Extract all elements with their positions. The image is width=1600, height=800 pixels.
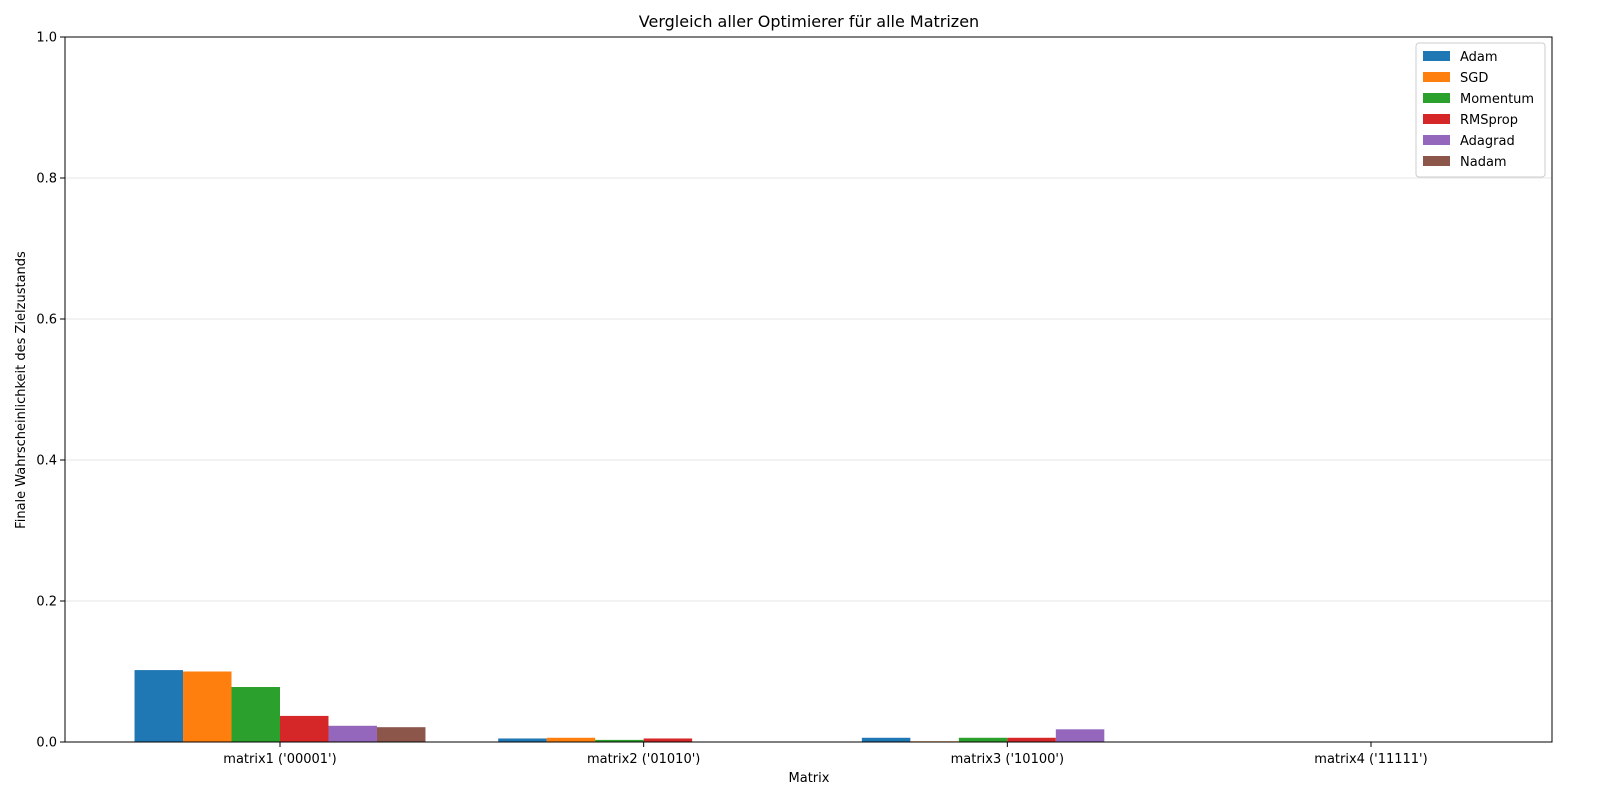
y-axis-label: Finale Wahrscheinlichkeit des Zielzustan… bbox=[14, 251, 29, 529]
bar-adam-3 bbox=[861, 737, 911, 742]
grid-lines bbox=[65, 177, 1552, 602]
bar-sgd-2 bbox=[546, 737, 596, 742]
x-axis-label: Matrix bbox=[789, 771, 830, 786]
y-tick-label: 0.4 bbox=[36, 454, 57, 469]
legend: Adam SGD Momentum RMSprop Adagrad Nadam bbox=[1415, 42, 1546, 178]
bar-sgd-1 bbox=[183, 671, 232, 742]
bar-rmsprop-3 bbox=[1007, 737, 1056, 742]
bar-rmsprop-2 bbox=[643, 738, 693, 742]
legend-swatch-rmsprop bbox=[1423, 114, 1450, 124]
legend-label-rmsprop: RMSprop bbox=[1460, 113, 1518, 128]
y-tick-label: 0.8 bbox=[36, 172, 57, 187]
y-axis-ticks: 0.0 0.2 0.4 0.6 0.8 1.0 bbox=[36, 31, 65, 751]
x-tick-label: matrix3 ('10100') bbox=[951, 752, 1064, 767]
legend-label-nadam: Nadam bbox=[1460, 155, 1507, 170]
y-tick-label: 1.0 bbox=[36, 31, 57, 46]
bar-adagrad-1 bbox=[328, 725, 377, 742]
bar-adam-2 bbox=[498, 738, 547, 742]
x-tick-label: matrix1 ('00001') bbox=[223, 752, 336, 767]
x-axis-ticks: matrix1 ('00001') matrix2 ('01010') matrix… bbox=[223, 742, 1428, 767]
plot-area-frame bbox=[64, 36, 1553, 743]
x-tick-label: matrix4 ('11111') bbox=[1314, 752, 1427, 767]
y-tick-label: 0.6 bbox=[36, 313, 57, 328]
legend-swatch-momentum bbox=[1423, 93, 1450, 103]
legend-swatch-sgd bbox=[1423, 72, 1450, 82]
bar-rmsprop-1 bbox=[280, 715, 329, 742]
bar-adagrad-3 bbox=[1055, 729, 1105, 742]
bar-adam-1 bbox=[134, 670, 184, 742]
bar-momentum-1 bbox=[231, 687, 280, 742]
legend-swatch-adagrad bbox=[1423, 135, 1450, 145]
legend-label-adagrad: Adagrad bbox=[1460, 134, 1515, 149]
bar-momentum-3 bbox=[958, 737, 1008, 742]
y-tick-label: 0.0 bbox=[36, 736, 57, 751]
bar-nadam-1 bbox=[376, 727, 426, 742]
y-tick-label: 0.2 bbox=[36, 595, 57, 610]
legend-label-momentum: Momentum bbox=[1460, 92, 1534, 107]
legend-swatch-nadam bbox=[1423, 156, 1450, 166]
x-tick-label: matrix2 ('01010') bbox=[587, 752, 700, 767]
chart-title: Vergleich aller Optimierer für alle Matr… bbox=[639, 12, 979, 31]
bars bbox=[134, 670, 1105, 742]
legend-label-sgd: SGD bbox=[1460, 71, 1488, 86]
bar-momentum-2 bbox=[595, 739, 644, 742]
legend-label-adam: Adam bbox=[1460, 50, 1498, 65]
legend-swatch-adam bbox=[1423, 51, 1450, 61]
